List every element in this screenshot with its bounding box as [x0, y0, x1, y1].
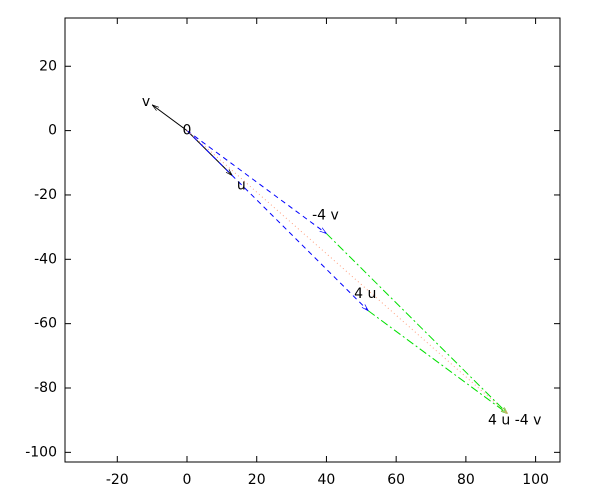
y-tick-label: 0: [48, 123, 57, 139]
vector-line: [152, 105, 188, 132]
y-tick-label: -60: [34, 316, 57, 332]
vector-line: [186, 130, 326, 234]
x-tick-label: 100: [522, 472, 549, 488]
point-label: 4 u -4 v: [488, 413, 541, 429]
x-tick-label: 20: [248, 472, 266, 488]
x-tick-label: 0: [183, 472, 192, 488]
x-tick-label: 80: [457, 472, 475, 488]
plot-frame: [64, 17, 561, 463]
y-tick-label: 20: [39, 58, 57, 74]
point-label: v: [142, 94, 150, 110]
point-label: 4 u: [354, 286, 376, 302]
x-tick-label: 40: [318, 472, 336, 488]
point-label: u: [237, 178, 246, 194]
vector-line: [326, 233, 507, 414]
vector-line: [186, 130, 368, 311]
y-tick-label: -80: [34, 380, 57, 396]
y-tick-label: -100: [25, 444, 57, 460]
vector-line: [186, 130, 508, 414]
y-tick-label: -40: [34, 251, 57, 267]
vector-line: [367, 310, 507, 414]
x-tick-label: 60: [387, 472, 405, 488]
point-label: 0: [183, 123, 192, 139]
y-tick-label: -20: [34, 187, 57, 203]
x-tick-label: -20: [106, 472, 129, 488]
point-label: -4 v: [312, 208, 339, 224]
